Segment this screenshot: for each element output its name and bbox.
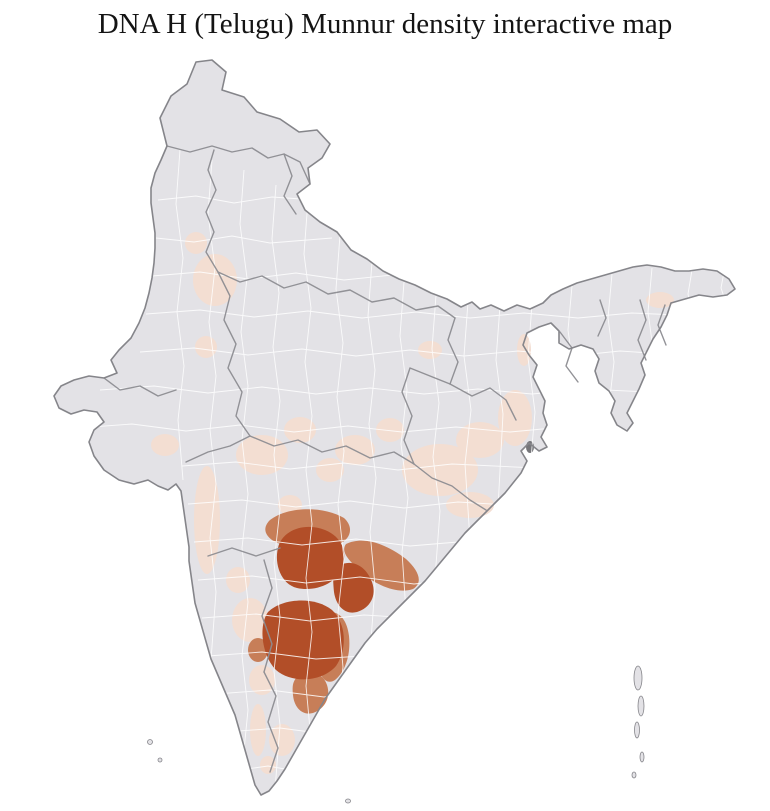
high-density-region[interactable] [262, 600, 344, 680]
low-density-region[interactable] [260, 756, 276, 774]
islands[interactable] [147, 665, 645, 804]
island[interactable] [633, 665, 643, 691]
district-borders [77, 149, 726, 791]
high-density-region[interactable] [333, 562, 374, 613]
low-density-region[interactable] [195, 336, 217, 358]
medium-density-region[interactable] [248, 638, 268, 662]
map-title: DNA H (Telugu) Munnur density interactiv… [97, 8, 673, 40]
low-density-region[interactable] [517, 334, 531, 366]
low-density-region[interactable] [151, 434, 179, 456]
low-density-region[interactable] [269, 724, 295, 756]
island[interactable] [147, 739, 153, 745]
low-density-region[interactable] [316, 458, 344, 482]
island[interactable] [637, 695, 645, 717]
state-borders [103, 145, 667, 773]
india-outline [53, 59, 736, 796]
low-density-region[interactable] [376, 418, 404, 442]
low-density-region[interactable] [193, 254, 237, 306]
island[interactable] [345, 798, 351, 804]
island[interactable] [639, 751, 645, 763]
island[interactable] [631, 771, 637, 779]
low-density-region[interactable] [185, 232, 207, 254]
medium-density-region[interactable] [292, 672, 329, 714]
low-density-region[interactable] [226, 567, 250, 593]
low-density-region[interactable] [232, 598, 268, 642]
low-density-region[interactable] [418, 341, 442, 359]
low-density-region[interactable] [278, 495, 302, 515]
low-density-region[interactable] [456, 422, 504, 458]
low-density-region[interactable] [284, 417, 316, 443]
low-density-region[interactable] [402, 444, 478, 496]
low-density-region[interactable] [446, 492, 494, 518]
island[interactable] [157, 757, 163, 763]
low-density-region[interactable] [249, 665, 275, 695]
island[interactable] [634, 721, 640, 739]
density-high-regions[interactable] [262, 526, 374, 680]
medium-density-region[interactable] [344, 540, 419, 591]
low-density-region[interactable] [646, 292, 674, 308]
low-density-region[interactable] [194, 466, 220, 574]
